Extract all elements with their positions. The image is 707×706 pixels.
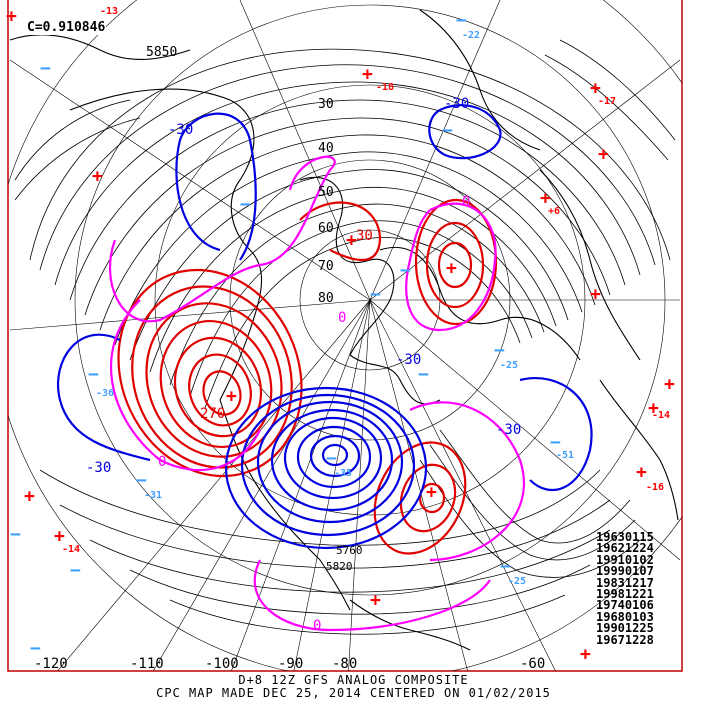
- map-subtitle: CPC MAP MADE DEC 25, 2014 CENTERED ON 01…: [156, 686, 551, 700]
- analog-date: 19831217: [596, 575, 654, 590]
- plus-marker-icon: +: [590, 284, 601, 305]
- plus-marker-icon: +: [426, 482, 437, 503]
- plus-marker-value: +6: [548, 206, 560, 217]
- latitude-label: 40: [318, 141, 334, 156]
- minus-marker-icon: −: [88, 364, 99, 385]
- anomaly-label: -30: [396, 352, 421, 368]
- minus-marker-icon: −: [40, 58, 51, 79]
- plus-marker-icon: +: [580, 644, 591, 665]
- plus-marker-icon: +: [664, 374, 675, 395]
- anomaly-label: 0: [313, 618, 321, 634]
- negative-anomaly-contours: [57, 104, 593, 550]
- latitude-label: 80: [318, 291, 334, 306]
- analog-date: 19981221: [596, 587, 654, 602]
- plus-marker-icon: +: [648, 398, 659, 419]
- longitude-label: -110: [130, 656, 164, 672]
- map-title: D+8 12Z GFS ANALOG COMPOSITE: [238, 673, 469, 687]
- plus-marker-icon: +: [226, 386, 237, 407]
- minus-marker-value: -35: [334, 468, 352, 479]
- correlation-coefficient: C=0.910846: [26, 20, 107, 35]
- analog-date: 19621224: [596, 541, 654, 556]
- analog-dates-list: 19630115 19621224 19910102 19990107 1983…: [596, 530, 654, 647]
- plus-marker-value: -17: [598, 96, 616, 107]
- coastlines: [9, 9, 679, 651]
- anomaly-label: -30: [496, 422, 521, 438]
- plot-frame: [7, 0, 683, 672]
- height-label: 5850: [146, 45, 177, 60]
- plus-marker-value: -18: [376, 82, 394, 93]
- plus-marker-value: -14: [62, 544, 80, 555]
- longitude-label: -60: [520, 656, 545, 672]
- latitude-label: 60: [318, 221, 334, 236]
- plus-marker-value: -16: [646, 482, 664, 493]
- minus-marker-value: -31: [144, 490, 162, 501]
- plus-marker-icon: +: [540, 188, 551, 209]
- height-label: 5820: [326, 560, 353, 573]
- plus-marker-icon: +: [54, 526, 65, 547]
- plus-marker-icon: +: [6, 6, 17, 27]
- anomaly-label: 270: [200, 406, 225, 422]
- minus-marker-icon: −: [400, 260, 411, 281]
- minus-marker-icon: −: [500, 556, 511, 577]
- minus-marker-icon: −: [30, 638, 41, 659]
- minus-marker-icon: −: [494, 340, 505, 361]
- anomaly-label: 0: [462, 194, 470, 210]
- longitude-label: -100: [205, 656, 239, 672]
- anomaly-label: 30: [356, 228, 373, 244]
- plus-marker-icon: +: [590, 78, 601, 99]
- longitude-label: -120: [34, 656, 68, 672]
- anomaly-label: 0: [338, 310, 346, 326]
- minus-marker-value: -36: [96, 388, 114, 399]
- minus-marker-icon: −: [136, 470, 147, 491]
- minus-marker-icon: −: [370, 284, 381, 305]
- plus-marker-icon: +: [598, 144, 609, 165]
- plus-marker-icon: +: [446, 258, 457, 279]
- minus-marker-icon: −: [456, 10, 467, 31]
- analog-date: 19671228: [596, 632, 654, 647]
- height-contours: [14, 39, 676, 635]
- minus-marker-icon: −: [10, 524, 21, 545]
- plus-marker-icon: +: [346, 230, 357, 251]
- plus-marker-icon: +: [636, 462, 647, 483]
- minus-marker-value: -25: [508, 576, 526, 587]
- plus-marker-icon: +: [362, 64, 373, 85]
- anomaly-label: 0: [158, 454, 166, 470]
- latitude-label: 30: [318, 97, 334, 112]
- longitude-grid: [9, 0, 681, 671]
- plus-marker-icon: +: [370, 590, 381, 611]
- longitude-label: -90: [278, 656, 303, 672]
- analog-date: 19901225: [596, 621, 654, 636]
- analog-date: 19990107: [596, 564, 654, 579]
- latitude-label: 50: [318, 185, 334, 200]
- minus-marker-value: -25: [500, 360, 518, 371]
- minus-marker-icon: −: [70, 560, 81, 581]
- analog-date: 19740106: [596, 598, 654, 613]
- anomaly-label: -30: [168, 122, 193, 138]
- minus-marker-value: -22: [462, 30, 480, 41]
- minus-marker-icon: −: [326, 448, 337, 469]
- minus-marker-icon: −: [418, 364, 429, 385]
- latitude-label: 70: [318, 259, 334, 274]
- anomaly-label: -30: [86, 460, 111, 476]
- minus-marker-icon: −: [550, 432, 561, 453]
- height-label: 5760: [336, 544, 363, 557]
- plus-marker-value: -13: [100, 6, 118, 17]
- analog-date: 19630115: [596, 530, 654, 544]
- zero-anomaly-contours: [108, 155, 526, 632]
- analog-date: 19680103: [596, 609, 654, 624]
- minus-marker-icon: −: [240, 194, 251, 215]
- longitude-label: -80: [332, 656, 357, 672]
- minus-marker-value: -51: [556, 450, 574, 461]
- minus-marker-icon: −: [442, 120, 453, 141]
- analog-date: 19910102: [596, 552, 654, 567]
- plus-marker-icon: +: [24, 486, 35, 507]
- plus-marker-icon: +: [92, 166, 103, 187]
- plus-marker-value: -14: [652, 410, 670, 421]
- anomaly-label: -30: [444, 96, 469, 112]
